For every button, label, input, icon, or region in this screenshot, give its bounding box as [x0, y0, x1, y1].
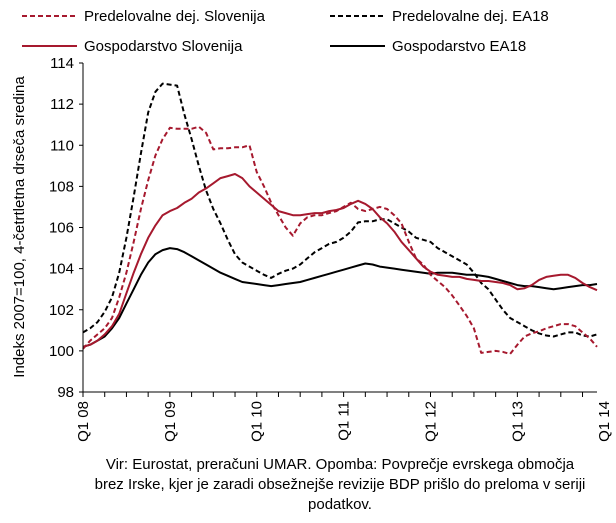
y-tick-label: 100	[49, 343, 74, 360]
series-line-predelovalne-dej-ea18	[82, 82, 598, 338]
y-tick-label: 104	[49, 261, 74, 278]
series-line-predelovalne-dej-slovenija	[82, 125, 598, 355]
source-note: Vir: Eurostat, preračuni UMAR. Opomba: P…	[94, 456, 586, 513]
y-axis-title: Indeks 2007=100, 4-četrtletna drseča sre…	[11, 76, 28, 378]
y-tick-label: 98	[57, 384, 74, 401]
x-tick-label: Q1 10	[249, 401, 266, 442]
legend-label-predelovalne-dej-ea18: Predelovalne dej. EA18	[392, 8, 549, 25]
y-tick-label: 108	[49, 178, 74, 195]
series-line-gospodarstvo-ea18	[82, 247, 598, 348]
x-tick-label: Q1 11	[336, 401, 353, 441]
y-tick-label: 102	[49, 302, 74, 319]
y-tick-label: 112	[50, 96, 74, 113]
x-tick-label: Q1 09	[162, 401, 179, 442]
legend-label-gospodarstvo-ea18: Gospodarstvo EA18	[392, 38, 526, 55]
x-tick-label: Q1 08	[75, 401, 92, 442]
x-tick-label: Q1 14	[596, 401, 613, 442]
series-line-gospodarstvo-slovenija	[82, 173, 598, 348]
legend: Predelovalne dej. Slovenija Predelovalne …	[22, 8, 549, 55]
y-axis: 98 100 102 104 106 108 110 112 114	[49, 55, 83, 401]
y-tick-label: 106	[49, 220, 74, 237]
legend-label-gospodarstvo-slovenija: Gospodarstvo Slovenija	[84, 38, 243, 55]
x-tick-label: Q1 13	[509, 401, 526, 442]
y-tick-label: 114	[50, 55, 74, 72]
series-group	[82, 82, 598, 355]
y-tick-label: 110	[50, 137, 74, 154]
x-tick-label: Q1 12	[422, 401, 439, 442]
legend-label-predelovalne-dej-slovenija: Predelovalne dej. Slovenija	[84, 8, 266, 25]
